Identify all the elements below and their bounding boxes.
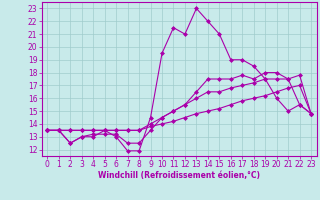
X-axis label: Windchill (Refroidissement éolien,°C): Windchill (Refroidissement éolien,°C)	[98, 171, 260, 180]
